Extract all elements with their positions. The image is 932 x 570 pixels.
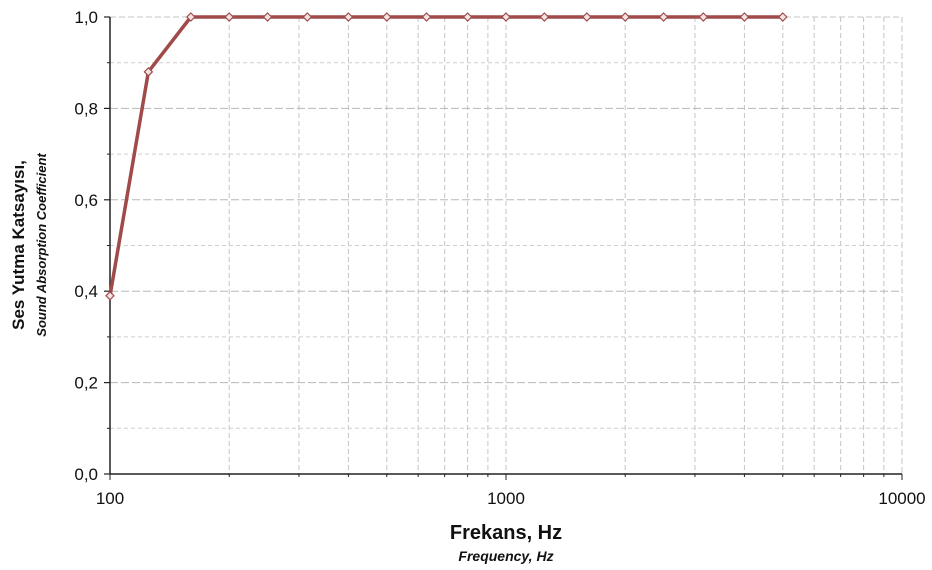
data-point: [262, 12, 273, 22]
data-point: [343, 12, 354, 22]
data-series: [105, 12, 788, 301]
data-point: [539, 12, 550, 22]
data-point: [698, 12, 709, 22]
y-axis-title: Ses Yutma Katsayısı,: [9, 160, 28, 330]
grid-lines: [110, 16, 903, 474]
data-point: [501, 12, 511, 22]
tick-labels: 0,0 0,2 0,4 0,6 0,8 1,0 100 1000 10000: [74, 8, 925, 508]
y-tick-label: 1,0: [74, 8, 98, 27]
data-point: [620, 12, 631, 22]
y-tick-label: 0,8: [74, 99, 98, 118]
y-axis-label: Ses Yutma Katsayısı,: [9, 160, 28, 330]
y-axis-label-sub: Sound Absorption Coefficient: [34, 153, 49, 337]
x-tick-label: 100: [96, 489, 124, 508]
data-point: [421, 12, 432, 22]
data-point: [581, 12, 592, 22]
data-point: [302, 12, 313, 22]
y-tick-label: 0,4: [74, 282, 98, 301]
data-point: [777, 12, 788, 22]
data-point: [105, 290, 115, 301]
data-point: [143, 66, 154, 77]
x-tick-label: 10000: [878, 489, 925, 508]
data-point: [381, 12, 392, 22]
x-tick-label: 1000: [487, 489, 525, 508]
x-axis-label: Frekans, Hz: [450, 522, 562, 544]
series-line: [108, 15, 783, 297]
data-point: [462, 12, 473, 22]
axes: [104, 16, 903, 480]
data-point: [185, 12, 196, 22]
data-point: [658, 12, 669, 22]
y-tick-label: 0,2: [74, 374, 98, 393]
y-tick-label: 0,6: [74, 191, 98, 210]
data-point: [224, 12, 235, 22]
y-tick-label: 0,0: [74, 465, 98, 484]
data-point: [739, 12, 750, 22]
x-axis-label-sub: Frequency, Hz: [458, 548, 553, 564]
y-axis-subtitle: Sound Absorption Coefficient: [34, 153, 49, 337]
